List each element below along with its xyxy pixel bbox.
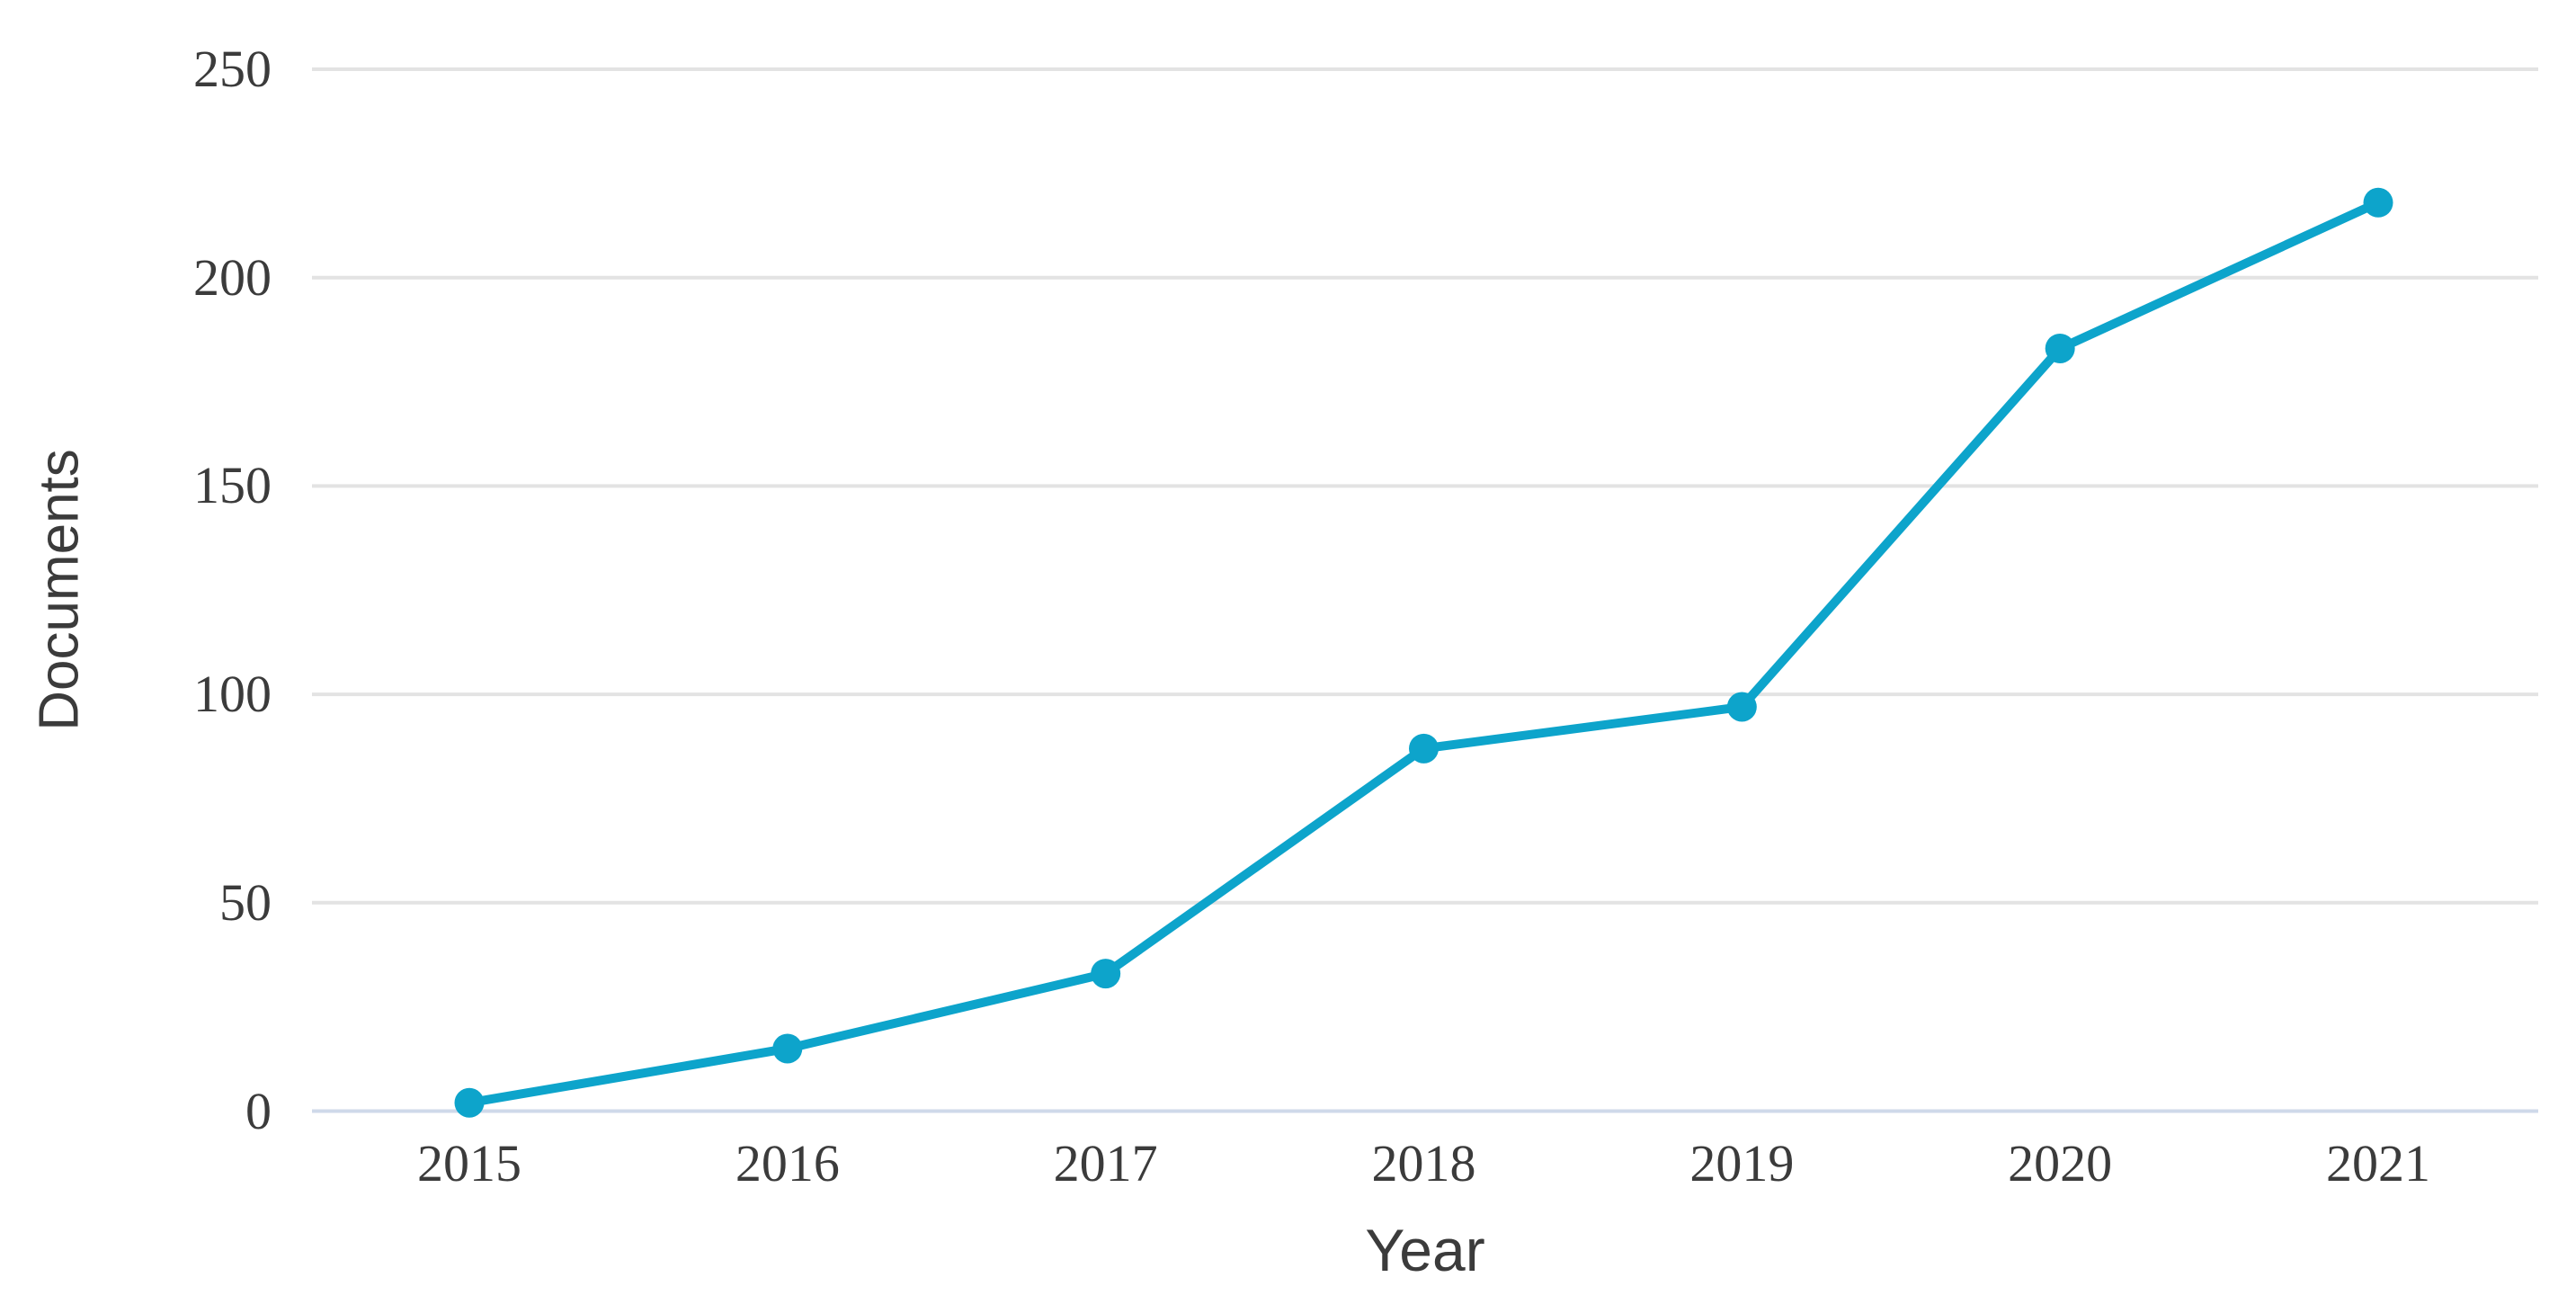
data-point-marker [2363,187,2393,218]
y-tick-label: 50 [219,872,272,932]
data-point-marker [1409,733,1439,764]
x-axis-title: Year [1365,1217,1485,1283]
x-tick-label: 2019 [1689,1134,1795,1192]
x-tick-label: 2016 [735,1134,840,1192]
y-tick-label: 100 [193,665,272,724]
data-point-marker [1726,692,1757,722]
data-point-marker [1091,959,1121,989]
data-point-marker [772,1033,803,1064]
data-point-marker [2045,333,2075,363]
x-tick-label: 2018 [1371,1134,1476,1192]
y-axis-title-text: Documents [28,449,91,731]
x-tick-label: 2017 [1053,1134,1158,1192]
x-tick-label: 2021 [2326,1134,2430,1192]
y-tick-label: 200 [193,247,272,307]
series-line [465,198,2383,1108]
x-tick-label: 2020 [2008,1134,2113,1192]
data-point-marker [454,1087,485,1118]
y-tick-label: 250 [193,40,272,98]
x-tick-label: 2015 [417,1134,521,1192]
y-tick-label: 150 [193,456,272,515]
y-tick-label: 0 [245,1081,272,1140]
